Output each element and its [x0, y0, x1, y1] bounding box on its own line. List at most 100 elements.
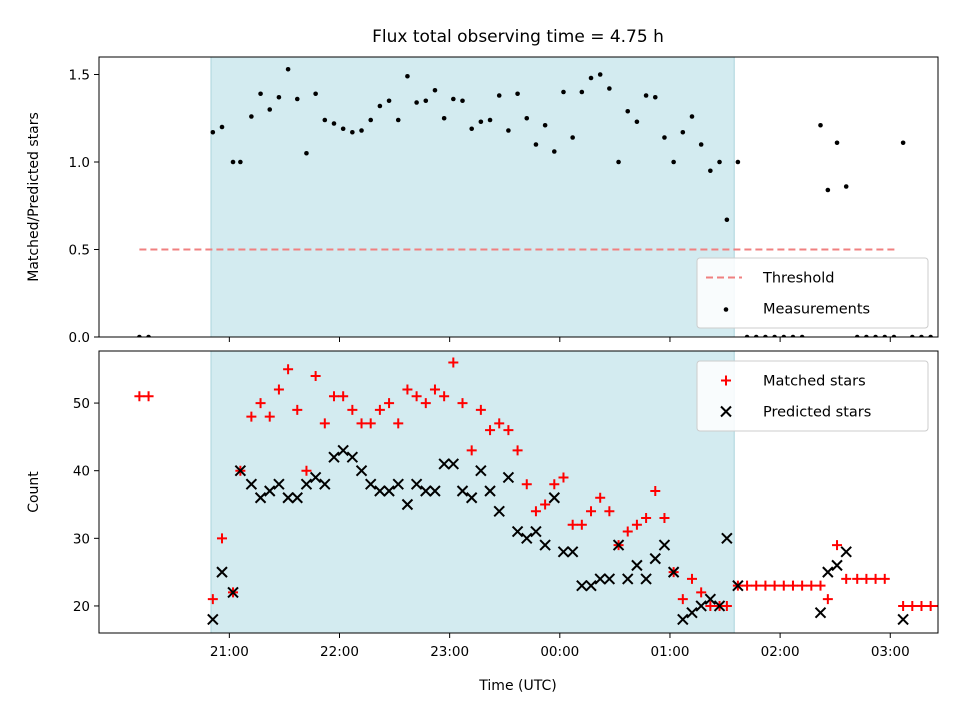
- measurement-point: [322, 117, 328, 123]
- measurement-point: [451, 96, 456, 102]
- matched-star-point: [916, 600, 927, 611]
- measurement-point: [267, 107, 273, 112]
- observing-window: [210, 351, 735, 633]
- measurement-point: [882, 334, 888, 337]
- measurement-point: [478, 119, 484, 125]
- matched-star-point: [898, 600, 909, 611]
- measurement-point: [763, 334, 768, 337]
- measurement-point: [359, 128, 364, 133]
- measurement-point: [616, 159, 621, 165]
- measurement-point: [294, 96, 300, 102]
- measurement-point: [753, 334, 759, 337]
- measurement-point: [790, 334, 796, 337]
- measurement-point: [625, 108, 631, 114]
- predicted-star-point: [732, 579, 744, 592]
- measurement-point: [900, 140, 906, 146]
- measurement-point: [843, 184, 849, 189]
- matched-star-point: [944, 601, 954, 611]
- measurement-point: [487, 117, 493, 123]
- predicted-star-point: [667, 566, 680, 578]
- y-tick-label: 30: [73, 531, 90, 547]
- predicted-star-point: [420, 485, 432, 497]
- predicted-star-point: [897, 613, 909, 626]
- legend-box: [696, 360, 929, 432]
- measurement-point: [772, 334, 777, 337]
- predicted-star-point: [291, 492, 303, 504]
- x-tick-label: 02:00: [761, 644, 800, 660]
- matched-star-point: [822, 594, 833, 605]
- measurement-point: [469, 126, 474, 132]
- matched-star-point: [567, 519, 578, 530]
- x-tick-label: 21:00: [210, 644, 249, 660]
- legend-matched-swatch: [721, 375, 731, 386]
- matched-star-point: [953, 601, 960, 611]
- measurement-point: [432, 87, 438, 93]
- matched-star-point: [512, 445, 523, 456]
- matched-star-point: [448, 357, 459, 368]
- predicted-star-point: [521, 532, 533, 545]
- matched-star-point: [207, 594, 218, 605]
- predicted-star-point: [658, 539, 671, 551]
- predicted-star-point: [374, 485, 386, 497]
- chart-title: Flux total observing time = 4.75 h: [372, 27, 664, 47]
- plot-area: [137, 57, 938, 337]
- measurement-point: [249, 114, 254, 119]
- measurement-point: [561, 89, 566, 95]
- predicted-star-point: [649, 552, 661, 565]
- predicted-star-point: [216, 566, 228, 578]
- measurement-point: [689, 114, 695, 119]
- predicted-star-point: [713, 600, 726, 612]
- predicted-star-point: [822, 566, 834, 578]
- matched-star-point: [540, 499, 551, 510]
- matched-star-point: [622, 526, 633, 537]
- predicted-star-point: [410, 478, 423, 490]
- predicted-star-point: [511, 525, 524, 538]
- predicted-star-point: [631, 559, 643, 572]
- predicted-star-point: [530, 525, 542, 538]
- legend-label: Predicted stars: [763, 405, 871, 421]
- matched-star-point: [778, 580, 789, 591]
- series-predicted-stars: [207, 444, 909, 626]
- matched-star-point: [429, 384, 440, 395]
- matched-star-point: [841, 573, 852, 584]
- matched-star-point: [797, 580, 808, 591]
- measurement-point: [597, 72, 603, 77]
- matched-star-point: [832, 540, 843, 551]
- predicted-star-point: [234, 464, 247, 477]
- ratio-panel: 0.0 0.5 1.0 1.5 Matched/Predicted stars Thres…: [26, 56, 939, 346]
- matched-star-point: [292, 404, 303, 415]
- y-tick-label: 50: [73, 396, 90, 412]
- predicted-star-point: [309, 471, 322, 484]
- predicted-star-point: [429, 485, 441, 497]
- matched-star-point: [301, 465, 312, 476]
- predicted-star-point: [831, 559, 843, 572]
- measurement-point: [799, 334, 805, 337]
- predicted-star-point: [300, 478, 313, 490]
- y-tick-label: 20: [73, 599, 90, 615]
- matched-star-point: [347, 404, 358, 415]
- measurement-point: [515, 91, 520, 97]
- measurement-point: [634, 119, 640, 125]
- measurement-point: [864, 334, 869, 337]
- matched-star-point: [641, 513, 652, 524]
- measurement-point: [873, 334, 878, 337]
- axes-frame: [98, 350, 939, 634]
- measurement-point: [542, 122, 548, 128]
- matched-star-point: [283, 364, 294, 375]
- matched-star-point: [319, 418, 330, 429]
- matched-star-point: [338, 391, 349, 402]
- matched-star-point: [760, 580, 771, 591]
- matched-star-point: [934, 604, 938, 607]
- measurement-point: [724, 217, 730, 223]
- series-measurements: [137, 66, 938, 337]
- predicted-star-point: [319, 478, 331, 490]
- matched-star-point: [852, 573, 863, 584]
- measurement-point: [652, 94, 658, 100]
- measurement-point: [414, 100, 419, 105]
- observing-window: [210, 57, 735, 337]
- predicted-star-point: [814, 607, 827, 619]
- matched-star-point: [494, 418, 505, 429]
- predicted-star-point: [566, 546, 579, 558]
